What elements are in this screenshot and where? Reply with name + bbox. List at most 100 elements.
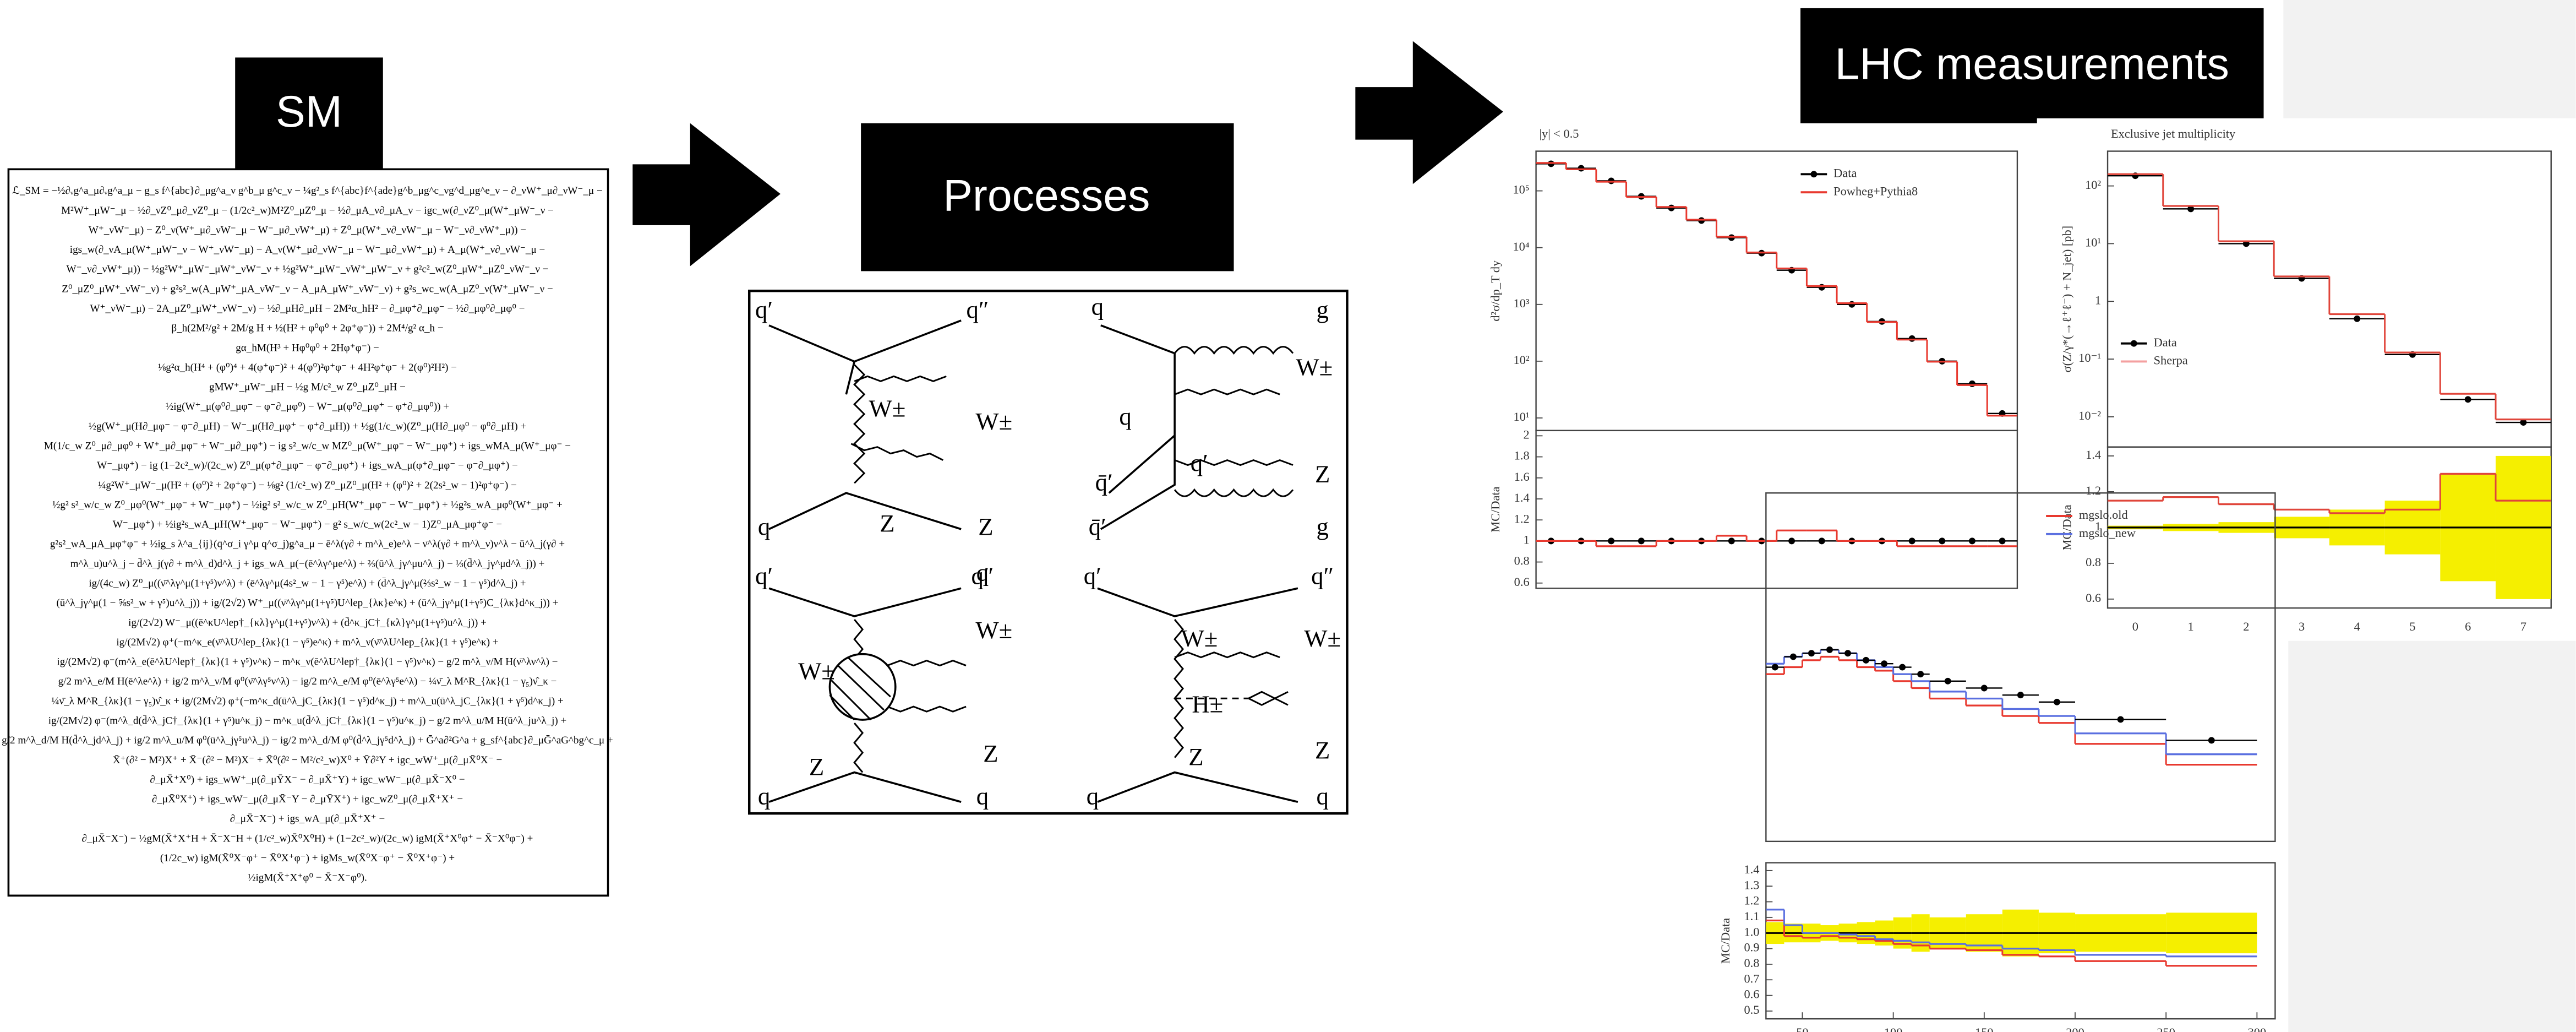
particle-label: q′ — [1191, 449, 1208, 476]
particle-label: H± — [1192, 690, 1223, 718]
data-point — [1939, 537, 1945, 544]
lagrangian-line: g/2 m^λ_d/M H(d̄^λ_jd^λ_j) + ig/2 m^λ_u/… — [2, 735, 613, 746]
y-tick-label: 1.4 — [1514, 491, 1530, 504]
lagrangian-line: ¼ν̄_λ M^R_{λκ}(1 − γ₅)ν̂_κ + ig/(2M√2) φ… — [51, 696, 563, 707]
particle-label: q′ — [755, 296, 773, 323]
data-point — [1909, 335, 1915, 342]
y-tick-label: 0.8 — [1744, 956, 1759, 970]
particle-label: g — [1316, 296, 1328, 323]
particle-label: q — [1316, 783, 1328, 810]
y-tick-label: 10¹ — [1514, 410, 1530, 423]
processes-label: Processes — [943, 171, 1150, 220]
arrow — [1355, 41, 1503, 184]
y-tick-label: 0.6 — [2086, 591, 2101, 605]
y-tick-label: 0.6 — [1514, 575, 1530, 589]
chart-title: |y| < 0.5 — [1540, 127, 1579, 140]
y-axis-label: d²σ/dp_T dy — [1488, 260, 1502, 322]
data-point — [2208, 737, 2215, 743]
y-tick-label: 10³ — [1514, 296, 1530, 310]
lagrangian-line: ½igM(X̄⁺X⁺φ⁰ − X̄⁻X⁻φ⁰). — [248, 872, 367, 884]
lagrangian-line: W⁻_μφ⁺) + ½ig²s_wA_μH(W⁺_μφ⁻ − W⁻_μφ⁺) −… — [113, 519, 502, 530]
lagrangian-line: (1/2c_w) igM(X̄⁰X⁻φ⁺ − X̄⁰X⁺φ⁻) + igMs_w… — [160, 852, 455, 864]
y-tick-label: 0.7 — [1744, 971, 1759, 985]
particle-label: Z — [1315, 460, 1330, 488]
particle-label: q — [976, 783, 989, 810]
lagrangian-line: ½ig(W⁺_μ(φ⁰∂_μφ⁻ − φ⁻∂_μφ⁰) − W⁻_μ(φ⁰∂_μ… — [166, 401, 449, 412]
data-point — [1917, 671, 1924, 677]
y-tick-label: 10⁻² — [2078, 409, 2101, 422]
x-tick-label: 2 — [2243, 620, 2249, 633]
x-tick-label: 50 — [1796, 1025, 1808, 1032]
y-tick-label: 0.5 — [1744, 1003, 1759, 1017]
legend-label: Sherpa — [2154, 354, 2188, 367]
particle-label: W± — [975, 408, 1012, 435]
data-point — [1909, 537, 1915, 544]
data-point — [1863, 657, 1869, 664]
arrow — [632, 123, 781, 267]
y-tick-label: 0.6 — [1744, 987, 1759, 1001]
lagrangian-line: ∂_μX̄⁻X⁻) + igs_wA_μ(∂_μX̄⁺X⁺ − — [230, 813, 385, 825]
lagrangian-line: ℒ_SM = −½∂ᵥg^a_μ∂ᵥg^a_μ − g_s f^{abc}∂_μ… — [12, 185, 603, 197]
data-point — [2354, 316, 2360, 322]
y-tick-label: 10² — [2085, 178, 2101, 192]
particle-label: q′ — [1084, 562, 1101, 590]
lagrangian-line: ∂_μX̄⁻X⁻) − ½gM(X̄⁺X⁺H + X̄⁻X⁻H + (1/c²_… — [82, 833, 533, 844]
lagrangian-line: g²s²_wA_μA_μφ⁺φ⁻ + ½ig_s λ^a_{ij}(q̄^σ_i… — [50, 539, 565, 550]
particle-label: W± — [1304, 624, 1341, 652]
data-point — [1668, 205, 1675, 211]
lagrangian-line: ig/(2M√2) φ⁻(m^λ_d(d̄^λ_jC†_{λκ}(1 + γ⁵)… — [48, 715, 567, 726]
particle-label: Z — [978, 513, 993, 540]
data-point — [1638, 537, 1645, 544]
particle-label: q — [1119, 403, 1131, 430]
y-axis-label: σ(Z/γ*(→ℓ⁺ℓ⁻) + N_jet) [pb] — [2060, 226, 2074, 373]
y-tick-label: 1.2 — [2086, 484, 2101, 497]
lagrangian-line: W⁺_νW⁻_μ) − 2A_μZ⁰_μW⁺_νW⁻_ν) − ½∂_μH∂_μ… — [90, 303, 525, 314]
lagrangian-line: ½g(W⁺_μ(H∂_μφ⁻ − φ⁻∂_μH) − W⁻_μ(H∂_μφ⁺ −… — [89, 421, 526, 432]
page: SM ℒ_SM = −½∂ᵥg^a_μ∂ᵥg^a_μ − g_s f^{abc}… — [0, 0, 2576, 1032]
particle-label: Z — [1315, 736, 1330, 764]
y-tick-label: 1.3 — [1744, 878, 1759, 892]
data-point — [2054, 699, 2060, 705]
data-point — [1728, 537, 1735, 544]
particle-label: Z — [809, 753, 824, 780]
x-tick-label: 4 — [2354, 620, 2360, 633]
data-point — [1844, 650, 1851, 656]
lagrangian-line: β_h(2M²/g² + 2M/g H + ½(H² + φ⁰φ⁰ + 2φ⁺φ… — [171, 323, 443, 334]
lagrangian-line: g/2 m^λ_e/M H(ē^λe^λ) + ig/2 m^λ_ν/M φ⁰(… — [58, 676, 557, 687]
data-point — [1578, 165, 1585, 172]
lagrangian-line: gMW⁺_μW⁻_μH − ½g M/c²_w Z⁰_μZ⁰_μH − — [209, 382, 406, 393]
lagrangian-line: Z⁰_μZ⁰_μW⁺_νW⁻_ν) + g²s²_w(A_μW⁺_μA_νW⁻_… — [62, 283, 553, 295]
x-tick-label: 3 — [2299, 620, 2305, 633]
lhc-label: LHC measurements — [1835, 40, 2229, 89]
data-point — [1881, 660, 1887, 667]
data-point — [1969, 381, 1975, 387]
x-tick-label: 150 — [1975, 1025, 1994, 1032]
particle-label: W± — [1181, 624, 1218, 652]
particle-label: Z — [880, 509, 894, 537]
y-tick-label: 1.4 — [2086, 448, 2101, 461]
particle-label: q — [758, 513, 770, 540]
y-axis-label: MC/Data — [2060, 504, 2074, 550]
y-tick-label: 0.8 — [2086, 555, 2101, 569]
diagram-box — [749, 291, 1347, 813]
y-tick-label: 2 — [1523, 428, 1529, 442]
y-tick-label: 10⁵ — [1513, 183, 1529, 197]
data-point — [1790, 654, 1797, 660]
y-tick-label: 1.2 — [1744, 894, 1759, 908]
x-tick-label: 6 — [2465, 620, 2471, 633]
y-tick-label: 10² — [1514, 353, 1530, 367]
particle-label: q — [758, 783, 770, 810]
particle-label: q″ — [971, 562, 994, 590]
lagrangian-line: ⅛g²α_h(H⁴ + (φ⁰)⁴ + 4(φ⁺φ⁻)² + 4(φ⁰)²φ⁺φ… — [158, 362, 457, 373]
data-point — [2017, 692, 2024, 698]
y-tick-label: 1.4 — [1744, 862, 1759, 876]
legend-marker — [1810, 171, 1817, 177]
data-point — [1808, 650, 1815, 656]
data-point — [1899, 664, 1906, 671]
lagrangian-line: M(1/c_w Z⁰_μ∂_μφ⁰ + W⁺_μ∂_μφ⁻ + W⁻_μ∂_μφ… — [44, 440, 571, 452]
particle-label: q — [1091, 292, 1104, 320]
particle-label: q̄′ — [1095, 469, 1113, 496]
data-point — [2117, 716, 2124, 723]
y-tick-label: 1.2 — [1514, 512, 1530, 525]
x-tick-label: 7 — [2520, 620, 2526, 633]
